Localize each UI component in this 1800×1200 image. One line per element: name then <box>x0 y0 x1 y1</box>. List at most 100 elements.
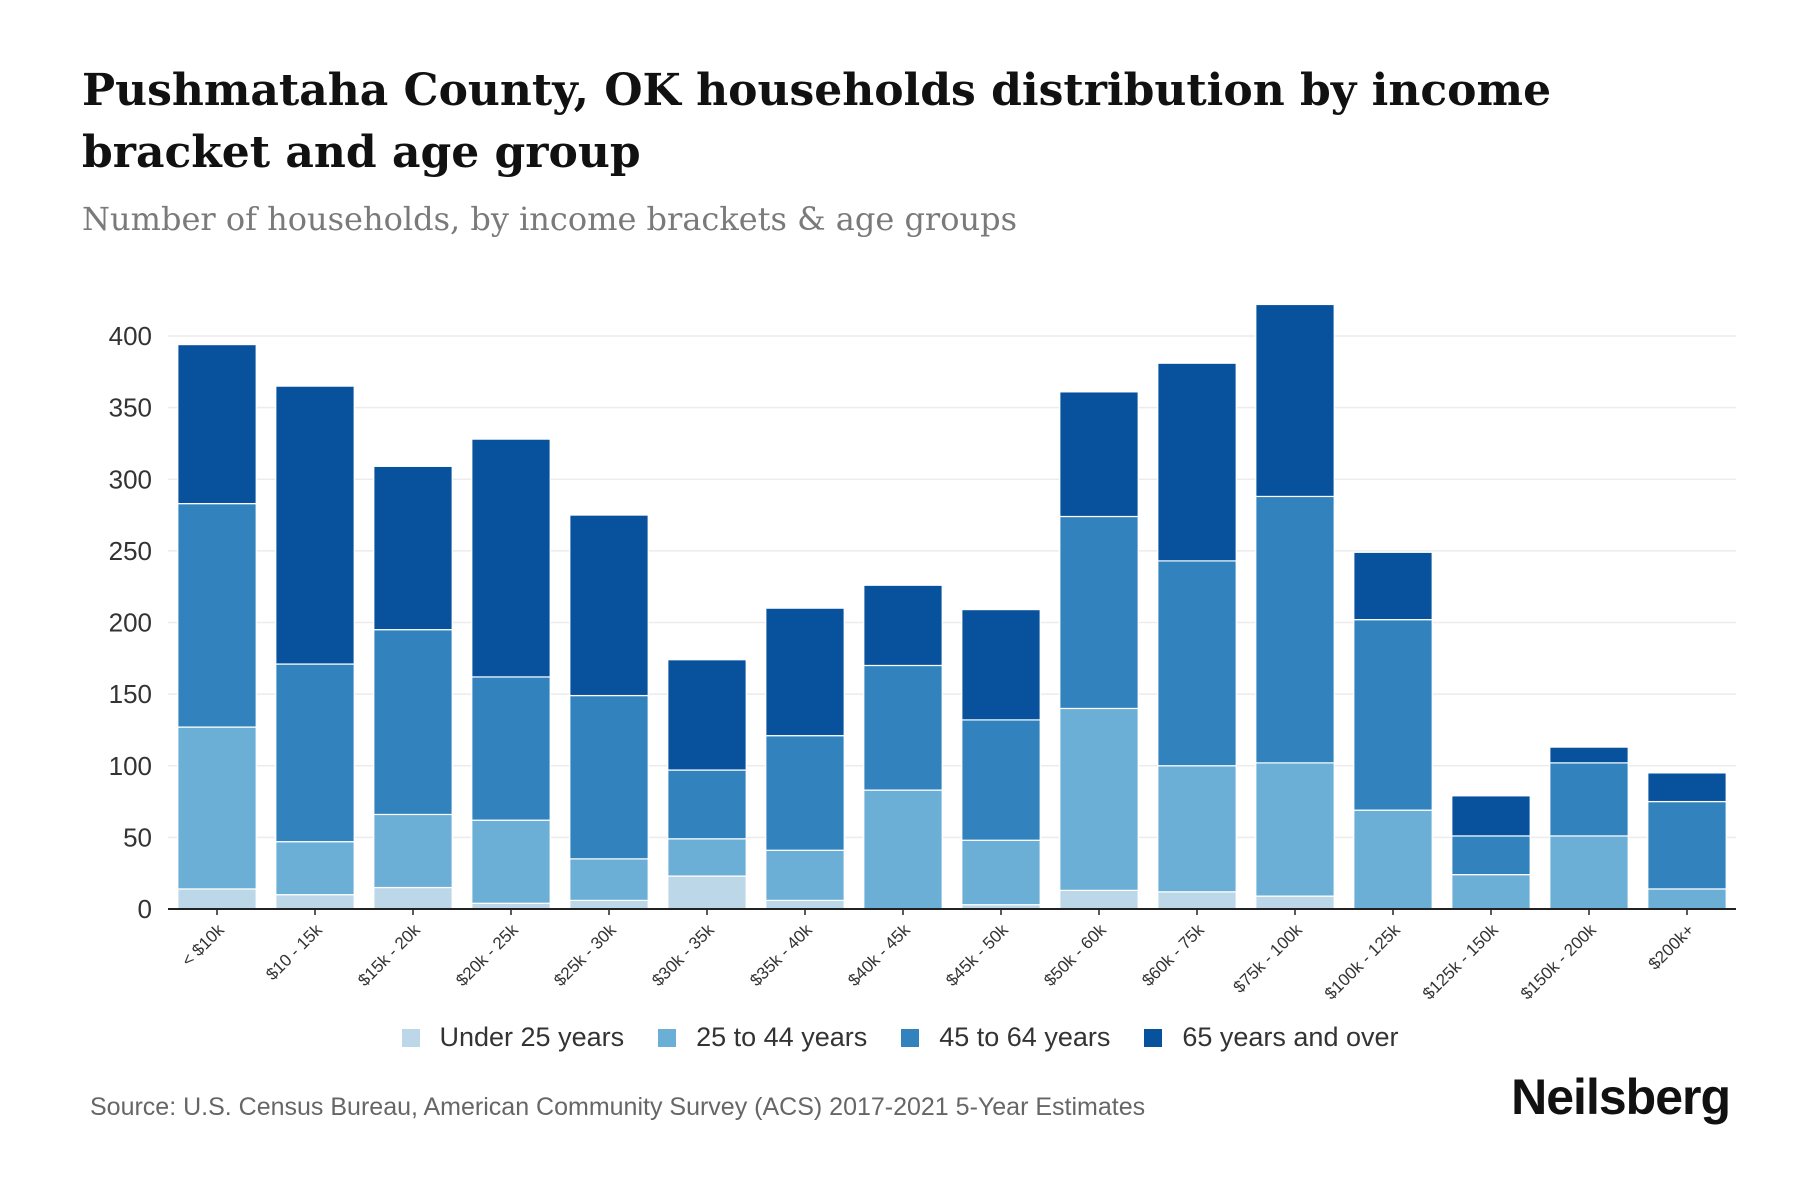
bar-segment <box>1353 619 1433 811</box>
legend-label: 65 years and over <box>1182 1022 1399 1052</box>
bar-segment <box>1157 362 1237 562</box>
bar-segment <box>471 438 551 678</box>
bar-segment <box>471 819 551 904</box>
bar-segment <box>1353 809 1433 910</box>
bar-segment <box>1647 772 1727 803</box>
x-axis-ticks: < $10k $10 - 15k $15k - 20k $20k - 25k $25k … <box>178 909 1698 1003</box>
bar-segment <box>1255 895 1335 910</box>
x-tick-label: $60k - 75k <box>1138 920 1208 990</box>
x-tick-label: $100k - 125k <box>1321 920 1404 1003</box>
bar-segment <box>1549 835 1629 910</box>
bar-segment <box>569 899 649 910</box>
legend: Under 25 years 25 to 44 years 45 to 64 y… <box>0 1022 1800 1053</box>
bar-segment <box>373 886 453 910</box>
bar-segment <box>1059 515 1139 710</box>
y-tick-label: 350 <box>109 393 152 423</box>
bar-segment <box>1255 495 1335 764</box>
bar-segment <box>569 694 649 860</box>
bar-segment <box>863 789 943 910</box>
bar-segment <box>667 875 747 910</box>
bar-segment <box>177 343 257 505</box>
legend-swatch <box>401 1028 420 1047</box>
legend-swatch <box>1144 1028 1163 1047</box>
bar-segment <box>471 676 551 821</box>
y-tick-label: 400 <box>109 321 152 351</box>
legend-label: 25 to 44 years <box>696 1022 868 1052</box>
legend-label: 45 to 64 years <box>939 1022 1111 1052</box>
source-note: Source: U.S. Census Bureau, American Com… <box>90 1093 1146 1121</box>
bar-segment <box>275 385 355 665</box>
bars <box>177 303 1727 910</box>
legend-item-45-64: 45 to 64 years <box>901 1022 1110 1053</box>
x-tick-label: $50k - 60k <box>1040 920 1110 990</box>
bar-segment <box>765 849 845 902</box>
legend-item-under-25: Under 25 years <box>401 1022 624 1053</box>
bar-segment <box>961 609 1041 721</box>
bar-segment <box>863 664 943 791</box>
x-tick-label: < $10k <box>178 920 228 970</box>
bar-segment <box>1059 707 1139 891</box>
bar-segment <box>765 899 845 910</box>
bar-segment <box>373 813 453 889</box>
bar-segment <box>177 888 257 910</box>
x-tick-label: $45k - 50k <box>942 920 1012 990</box>
bar-segment <box>177 726 257 890</box>
legend-swatch <box>658 1028 677 1047</box>
x-tick-label: $200k+ <box>1645 920 1698 973</box>
legend-swatch <box>901 1028 920 1047</box>
legend-item-25-44: 25 to 44 years <box>658 1022 867 1053</box>
x-tick-label: $20k - 25k <box>452 920 522 990</box>
stacked-bar-chart: 0 50 100 150 200 250 300 350 400 < $10k $10 - 15k… <box>109 303 1736 1003</box>
bar-segment <box>1451 835 1531 876</box>
bar-segment <box>1157 891 1237 910</box>
bar-segment <box>765 735 845 851</box>
x-tick-label: $10 - 15k <box>262 920 326 984</box>
bar-segment <box>1255 303 1335 498</box>
bar-segment <box>1549 762 1629 837</box>
bar-segment <box>373 465 453 631</box>
bar-segment <box>765 607 845 737</box>
bar-segment <box>1255 762 1335 897</box>
chart-subtitle: Number of households, by income brackets… <box>82 200 1017 238</box>
x-tick-label: $25k - 30k <box>550 920 620 990</box>
bar-segment <box>373 629 453 816</box>
bar-segment <box>667 769 747 840</box>
y-tick-label: 300 <box>109 464 152 494</box>
bar-segment <box>275 663 355 843</box>
bar-segment <box>667 659 747 771</box>
y-tick-label: 150 <box>109 679 152 709</box>
y-tick-label: 50 <box>123 822 152 852</box>
bar-segment <box>1353 551 1433 621</box>
bar-segment <box>1549 746 1629 764</box>
bar-segment <box>1059 889 1139 910</box>
bar-segment <box>961 839 1041 906</box>
bar-segment <box>1647 800 1727 890</box>
bar-segment <box>1157 560 1237 767</box>
bar-segment <box>1451 874 1531 910</box>
bar-segment <box>863 584 943 667</box>
bar-segment <box>569 514 649 697</box>
bar-segment <box>667 838 747 877</box>
chart-title: Pushmataha County, OK households distrib… <box>82 65 1552 178</box>
x-tick-label: $35k - 40k <box>746 920 816 990</box>
bar-segment <box>1451 795 1531 837</box>
y-tick-label: 0 <box>138 894 152 924</box>
bar-segment <box>569 858 649 902</box>
bar-segment <box>177 503 257 728</box>
bar-segment <box>961 719 1041 841</box>
y-axis-ticks: 0 50 100 150 200 250 300 350 400 <box>109 321 152 924</box>
x-tick-label: $30k - 35k <box>648 920 718 990</box>
y-tick-label: 100 <box>109 751 152 781</box>
y-tick-label: 200 <box>109 608 152 638</box>
bar-segment <box>1647 888 1727 910</box>
x-tick-label: $150k - 200k <box>1517 920 1600 1003</box>
x-tick-label: $125k - 150k <box>1419 920 1502 1003</box>
bar-segment <box>275 894 355 910</box>
bar-segment <box>1059 391 1139 518</box>
y-tick-label: 250 <box>109 536 152 566</box>
bar-segment <box>1157 765 1237 893</box>
legend-item-65-over: 65 years and over <box>1144 1022 1399 1053</box>
x-tick-label: $75k - 100k <box>1230 920 1307 997</box>
neilsberg-logo: Neilsberg <box>1511 1069 1731 1125</box>
x-tick-label: $15k - 20k <box>354 920 424 990</box>
